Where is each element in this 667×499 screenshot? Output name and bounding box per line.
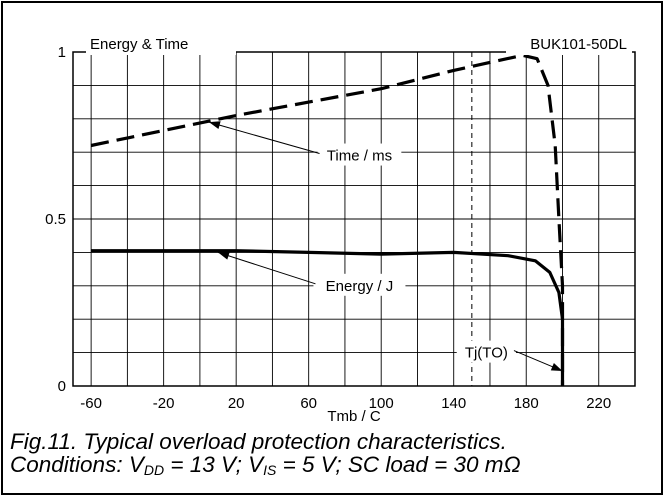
annotations: Time / ms Energy / J Tj(TO) [208, 121, 563, 372]
x-tick-label: -20 [153, 395, 175, 412]
x-tick-label: 180 [514, 395, 539, 412]
series-layer [90, 53, 565, 386]
caption-vdd-value: = 13 V; V [164, 452, 264, 477]
caption-line-1: Fig.11. Typical overload protection char… [10, 429, 507, 454]
annotation-mask [456, 340, 516, 363]
x-tick-label: 140 [441, 395, 466, 412]
part-number-mask [506, 34, 632, 55]
x-tick-label: 60 [300, 395, 317, 412]
annotation-label: Tj(TO) [465, 345, 508, 362]
caption-vdd-subscript: DD [143, 462, 165, 478]
annotation-leader [217, 251, 316, 285]
figure-caption: Fig.11. Typical overload protection char… [10, 429, 660, 478]
series-time-line [90, 53, 565, 386]
part-number: BUK101-50DL [530, 36, 627, 53]
annotation-leader [208, 121, 320, 155]
x-axis-label: Tmb / C [327, 408, 381, 425]
y-tick-label: 0 [58, 378, 66, 395]
annotation-mask [317, 143, 402, 166]
y-tick-label: 1 [58, 44, 66, 61]
x-tick-label: 20 [228, 395, 245, 412]
annotation-arrowhead [208, 121, 221, 129]
x-tick-label: 100 [369, 395, 394, 412]
annotation-label: Time / ms [327, 148, 392, 165]
caption-vis-subscript: IS [263, 462, 277, 478]
overload-chart: -60 -20 20 60 100 140 180 220 0 0.5 1 Time / ms Ene… [45, 34, 636, 425]
title-mask [86, 34, 236, 55]
caption-line-2: Conditions: VDD = 13 V; VIS = 5 V; SC lo… [10, 452, 660, 478]
x-tick-label: -60 [80, 395, 102, 412]
plot-border [72, 51, 636, 387]
caption-vis-value: = 5 V; SC load = 30 mΩ [276, 452, 521, 477]
y-tick-label: 0.5 [45, 211, 66, 228]
annotation-arrowhead [218, 251, 230, 260]
tick-labels: -60 -20 20 60 100 140 180 220 0 0.5 1 [45, 44, 611, 412]
chart-title: Energy & Time [90, 36, 188, 53]
series-energy-line [91, 249, 565, 386]
caption-conditions-prefix: Conditions: V [10, 452, 144, 477]
x-tick-label: 220 [586, 395, 611, 412]
annotation-arrowhead [550, 363, 563, 371]
annotation-label: Energy / J [326, 278, 394, 295]
annotation-mask [313, 273, 406, 296]
